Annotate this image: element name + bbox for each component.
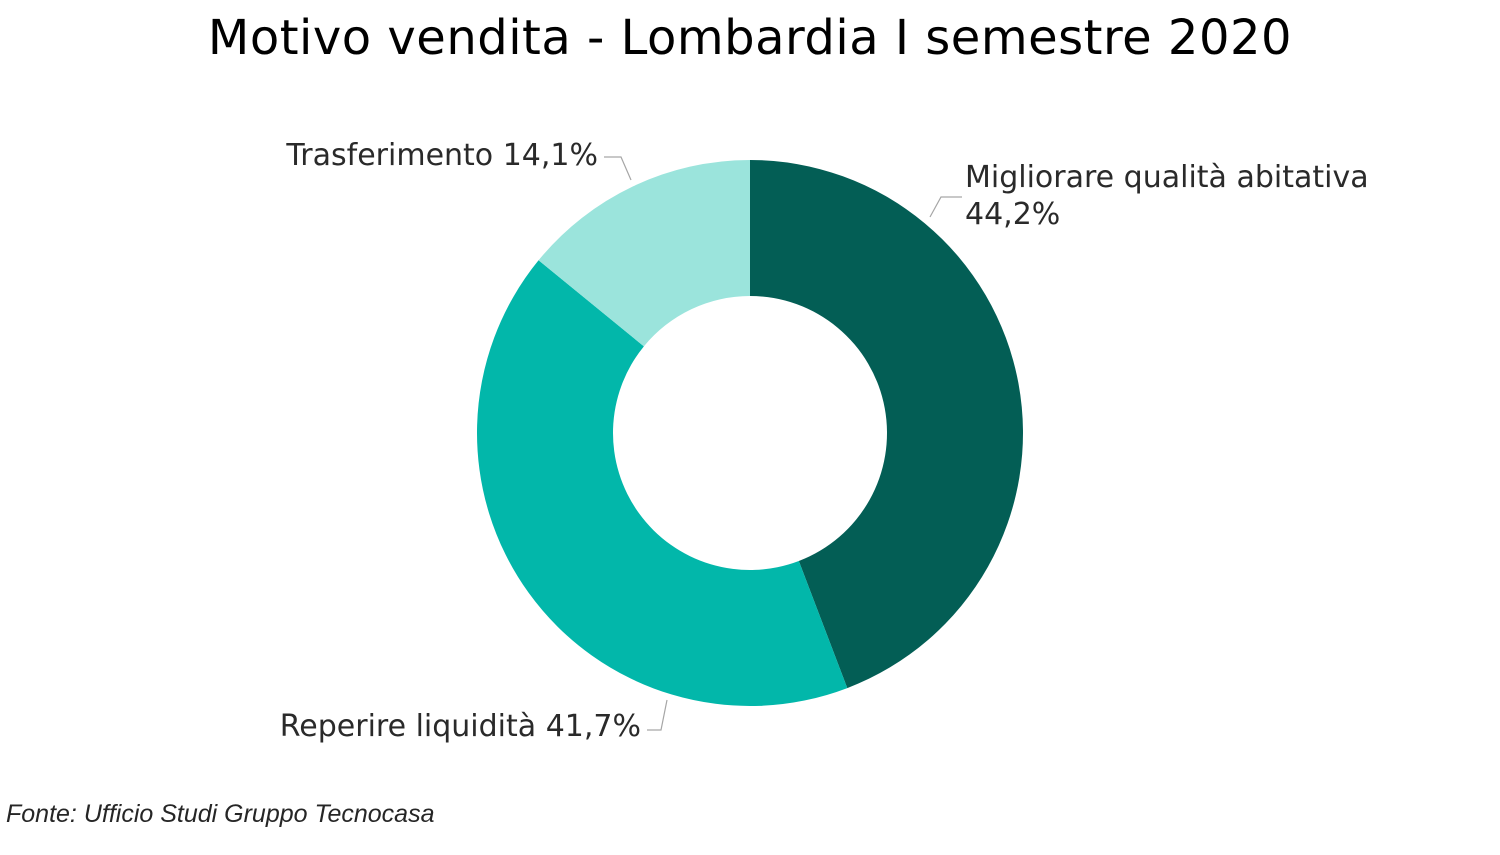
leader-line — [647, 699, 668, 731]
data-labels: Migliorare qualità abitativa 44,2% Reperir… — [280, 138, 1369, 744]
data-label: Trasferimento 14,1% — [285, 138, 598, 173]
source-note: Fonte: Ufficio Studi Gruppo Tecnocasa — [6, 800, 435, 828]
chart-title: Motivo vendita - Lombardia I semestre 20… — [207, 10, 1293, 66]
slice-reperire-liquidità — [477, 260, 848, 706]
slice-migliorare-qualità-abitativa — [750, 160, 1023, 689]
slices-layer — [477, 159, 1023, 706]
leader-line — [604, 156, 632, 181]
data-label: Reperire liquidità 41,7% — [280, 709, 641, 744]
slice-trasferimento — [538, 159, 750, 347]
leader-lines — [604, 156, 962, 731]
data-label-value: 44,2% — [965, 197, 1060, 232]
leader-line — [929, 196, 962, 218]
data-label-category: Migliorare qualità abitativa — [965, 160, 1369, 195]
data-label: Migliorare qualità abitativa 44,2% — [965, 160, 1369, 232]
